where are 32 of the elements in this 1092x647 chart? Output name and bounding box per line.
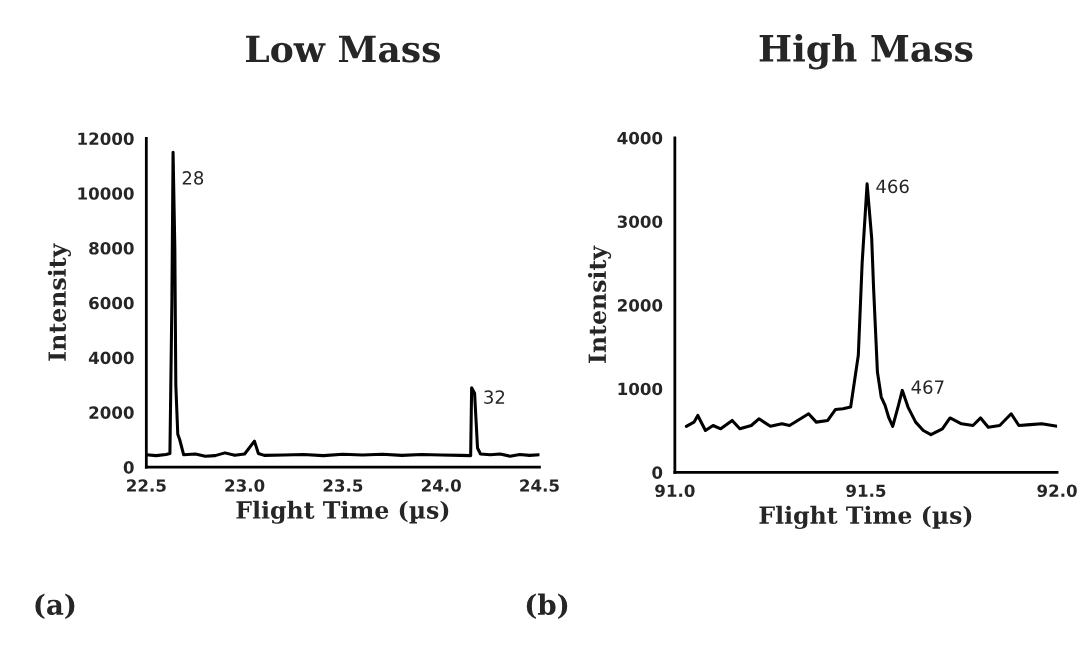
chart-title: High Mass — [759, 33, 973, 70]
y-tick-label: 1000 — [618, 382, 663, 396]
x-tick-label: 23.5 — [323, 479, 363, 492]
annotation: 32 — [484, 390, 505, 404]
y-tick-label: 8000 — [89, 241, 134, 255]
chart-title: Low Mass — [246, 35, 440, 63]
x-tick-label: 23.0 — [225, 479, 265, 492]
annotation: 28 — [182, 171, 204, 185]
x-axis-title: Flight Time (µs) — [759, 505, 972, 529]
y-tick-label: 0 — [123, 461, 134, 474]
text: (a) — [35, 593, 75, 619]
y-axis-title: Intensity — [47, 243, 71, 361]
x-tick-label: 24.5 — [520, 479, 559, 492]
y-tick-label: 4000 — [617, 131, 663, 145]
y-tick-label: 2000 — [89, 406, 134, 419]
y-tick-label: 0 — [652, 466, 663, 479]
x-axis-title: Flight Time (µs) — [236, 500, 449, 524]
y-tick-label: 3000 — [617, 215, 663, 228]
x-tick-label: 91.5 — [846, 484, 886, 498]
y-tick-label: 6000 — [89, 296, 134, 310]
x-tick-label: 91.0 — [655, 484, 695, 498]
y-tick-label: 2000 — [617, 299, 663, 312]
x-tick-label: 24.0 — [421, 479, 461, 492]
x-tick-label: 92.0 — [1037, 484, 1077, 498]
x-tick-label: 22.5 — [127, 479, 166, 492]
y-tick-label: 10000 — [78, 187, 134, 200]
y-axis-title: Intensity — [587, 245, 612, 364]
text: (b) — [526, 593, 568, 619]
y-tick-label: 12000 — [78, 132, 134, 146]
annotation: 466 — [876, 179, 909, 194]
annotation: 467 — [911, 380, 944, 394]
y-tick-label: 4000 — [88, 351, 134, 365]
